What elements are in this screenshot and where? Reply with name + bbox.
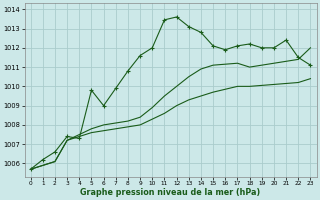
X-axis label: Graphe pression niveau de la mer (hPa): Graphe pression niveau de la mer (hPa) [80,188,261,197]
